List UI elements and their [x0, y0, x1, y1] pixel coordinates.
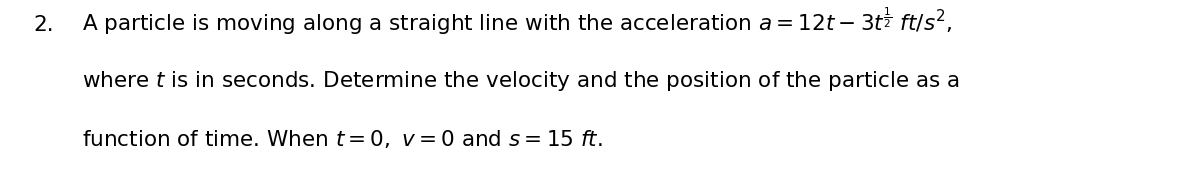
Text: A particle is moving along a straight line with the acceleration $a = 12t - 3t^{: A particle is moving along a straight li… — [82, 6, 952, 37]
Text: 2.: 2. — [34, 15, 54, 35]
Text: where $t$ is in seconds. Determine the velocity and the position of the particle: where $t$ is in seconds. Determine the v… — [82, 69, 959, 93]
Text: function of time. When $t = 0,\ v = 0$ and $s = 15\ ft$.: function of time. When $t = 0,\ v = 0$ a… — [82, 128, 602, 150]
